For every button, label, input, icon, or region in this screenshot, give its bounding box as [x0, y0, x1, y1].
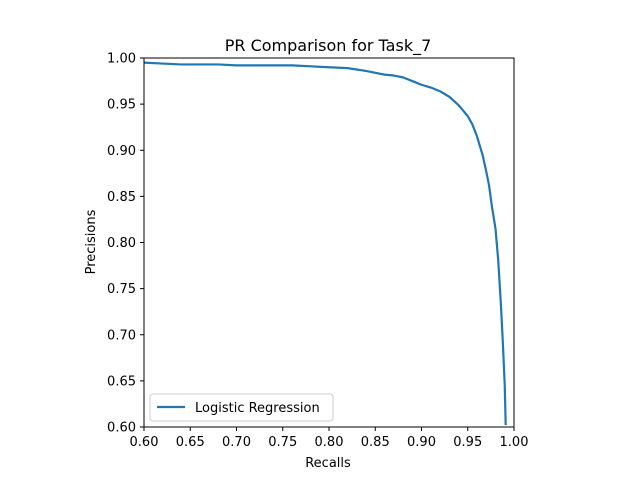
y-tick-label: 1.00	[107, 52, 136, 67]
x-tick-label: 1.00	[500, 435, 529, 450]
x-tick-label: 0.70	[222, 435, 251, 450]
series-line-logistic-regression	[143, 61, 507, 426]
chart-title: PR Comparison for Task_7	[225, 36, 432, 56]
x-axis-label: Recalls	[305, 456, 351, 471]
legend-box	[149, 393, 334, 422]
y-tick-label: 0.65	[107, 374, 136, 389]
y-tick-label: 0.80	[107, 236, 136, 251]
y-tick-label: 0.75	[107, 282, 136, 297]
y-tick-label: 0.85	[107, 190, 136, 205]
series-layer	[143, 61, 507, 426]
y-tick-label: 0.70	[107, 328, 136, 343]
x-axis-ticks: 0.60 0.65 0.70 0.75 0.80 0.85 0.90 0.95 1.00	[130, 427, 529, 450]
x-tick-label: 0.90	[407, 435, 436, 450]
x-tick-label: 0.85	[361, 435, 390, 450]
x-tick-label: 0.75	[268, 435, 297, 450]
y-tick-label: 0.90	[107, 144, 136, 159]
x-tick-label: 0.95	[453, 435, 482, 450]
y-axis-label: Precisions	[84, 209, 99, 274]
x-tick-label: 0.65	[176, 435, 205, 450]
legend: Logistic Regression	[149, 393, 334, 422]
y-axis-ticks: 0.60 0.65 0.70 0.75 0.80 0.85 0.90 0.95 1.00	[107, 52, 144, 436]
x-tick-label: 0.60	[130, 435, 159, 450]
y-tick-label: 0.95	[107, 98, 136, 113]
y-tick-label: 0.60	[107, 421, 136, 436]
legend-label: Logistic Regression	[195, 401, 320, 416]
plot-frame	[143, 57, 515, 428]
x-tick-label: 0.80	[315, 435, 344, 450]
